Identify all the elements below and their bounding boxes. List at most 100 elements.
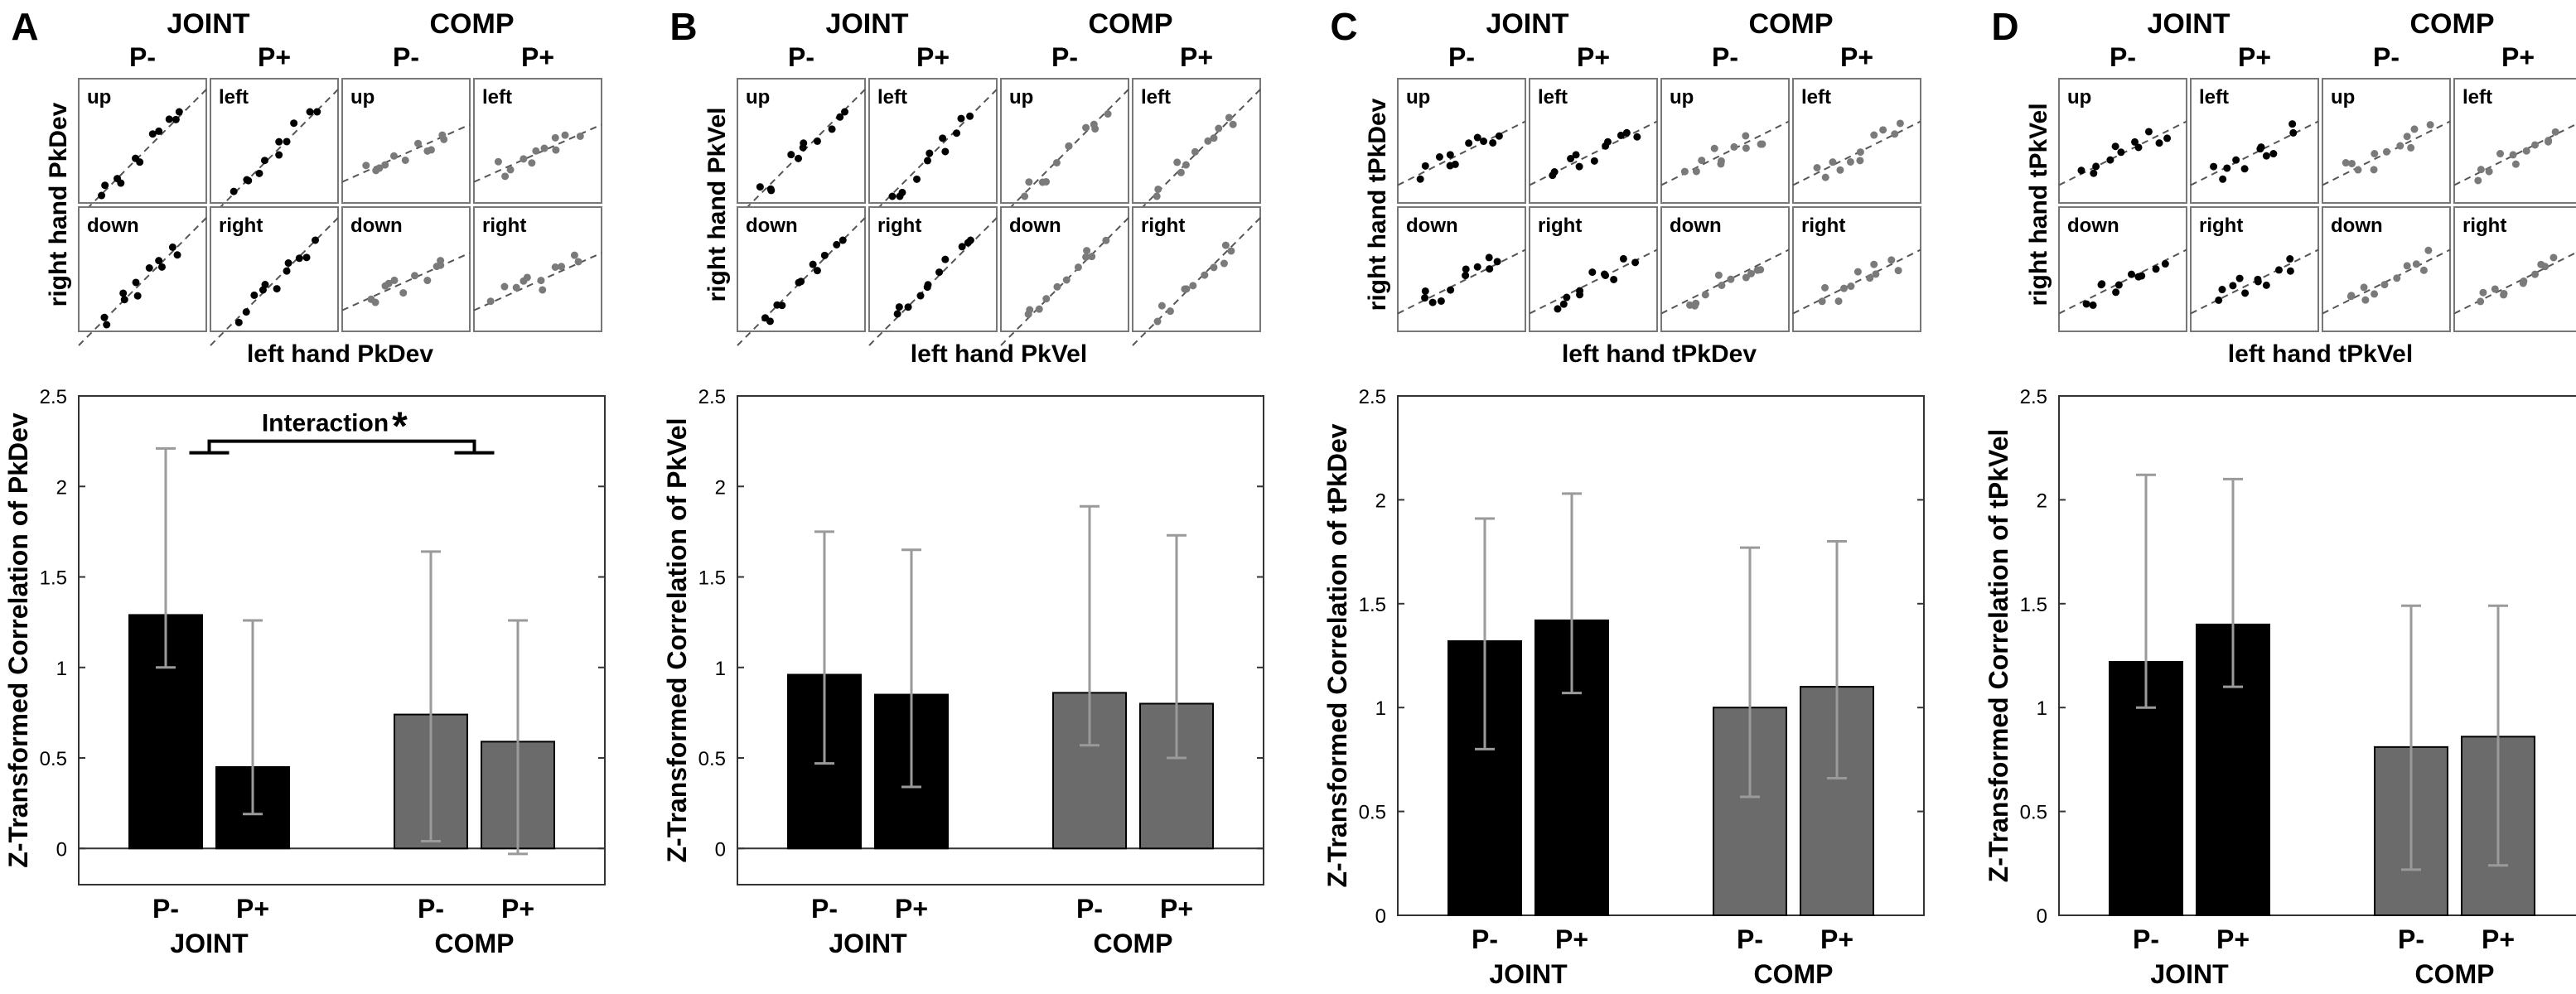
scatter-direction-label: right <box>1538 215 1582 237</box>
y-tick-label: 2 <box>1375 490 1386 512</box>
scatter-dot <box>551 263 559 272</box>
scatter-dot <box>1052 158 1061 166</box>
interaction-label: Interaction <box>262 410 389 437</box>
scatter-dot <box>1462 272 1470 280</box>
y-tick-label: 0.5 <box>698 748 726 770</box>
scatter-dot <box>2092 162 2100 171</box>
scatter-group-header-joint: JOINT <box>2147 8 2230 40</box>
scatter-tile-border <box>78 206 207 332</box>
scatter-dot <box>1813 164 1821 172</box>
scatter-fit-line <box>1792 120 1921 186</box>
scatter-dot <box>1021 192 1029 200</box>
scatter-sub-header: P- <box>393 42 419 72</box>
scatter-dot <box>1446 151 1454 159</box>
scatter-dot <box>551 133 559 142</box>
scatter-dot <box>2496 150 2505 158</box>
scatter-dot <box>923 157 931 165</box>
y-tick-label: 2.5 <box>40 386 67 408</box>
scatter-dot <box>841 108 849 116</box>
scatter-dot <box>1025 178 1033 186</box>
scatter-dot <box>809 260 817 268</box>
scatter-group-header-comp: COMP <box>1089 8 1173 40</box>
scatter-tile-border <box>1132 78 1261 204</box>
scatter-dot <box>1220 259 1228 268</box>
scatter-dot <box>295 254 303 263</box>
scatter-tile: left <box>473 78 602 204</box>
scatter-direction-label: down <box>1406 215 1458 237</box>
scatter-dot <box>2163 134 2172 142</box>
scatter-dot <box>411 272 419 280</box>
scatter-dot <box>1554 305 1562 313</box>
scatter-sub-header: P+ <box>2501 42 2535 72</box>
scatter-direction-label: down <box>1670 215 1722 237</box>
scatter-direction-label: right <box>2462 215 2506 237</box>
scatter-dot <box>1717 160 1725 168</box>
x-category-label: P- <box>1076 894 1103 924</box>
scatter-dot <box>1024 310 1032 318</box>
scatter-dot <box>384 279 393 287</box>
scatter-group-header-comp: COMP <box>2410 8 2495 40</box>
scatter-direction-label: left <box>2462 86 2492 109</box>
y-tick-label: 2.5 <box>2020 386 2047 408</box>
y-tick-label: 1 <box>56 658 67 680</box>
scatter-dot <box>2112 288 2120 297</box>
scatter-tile: down <box>2322 206 2451 332</box>
scatter-dot <box>532 147 540 155</box>
x-category-label: P+ <box>236 894 269 924</box>
scatter-dot <box>145 263 153 272</box>
scatter-dot <box>893 310 901 318</box>
scatter-dot <box>898 188 906 196</box>
y-tick-label: 1.5 <box>2020 594 2047 616</box>
scatter-dot <box>1091 125 1100 133</box>
scatter-tile: right <box>868 206 998 346</box>
scatter-dot <box>2354 166 2362 174</box>
scatter-dot <box>132 278 140 287</box>
scatter-dot <box>375 164 384 172</box>
scatter-dot <box>539 286 547 294</box>
scatter-dot <box>1153 192 1161 200</box>
scatter-dot <box>390 276 399 284</box>
y-tick-label: 1 <box>1375 697 1386 720</box>
scatter-dot <box>1690 302 1699 310</box>
scatter-dot <box>1872 270 1880 278</box>
scatter-dot <box>1847 282 1855 291</box>
scatter-dot <box>966 112 974 120</box>
scatter-dot <box>98 191 106 200</box>
scatter-dot <box>1742 273 1750 282</box>
scatter-dot <box>1462 265 1470 273</box>
scatter-fit-line <box>1792 248 1921 315</box>
scatter-dot <box>1065 142 1073 150</box>
scatter-dot <box>2215 296 2223 304</box>
scatter-dot <box>2403 133 2411 141</box>
scatter-tile-border <box>1660 206 1790 332</box>
scatter-direction-label: down <box>2067 215 2119 237</box>
scatter-dot <box>2257 143 2265 152</box>
scatter-dot <box>1588 268 1597 277</box>
scatter-group-header-joint: JOINT <box>1486 8 1568 40</box>
scatter-dot <box>2511 160 2520 168</box>
x-group-label-comp: COMP <box>1754 959 1834 989</box>
scatter-dot <box>2509 151 2517 159</box>
scatter-sub-header: P+ <box>1577 42 1610 72</box>
scatter-dot <box>1489 138 1497 147</box>
scatter-dot <box>958 243 966 251</box>
scatter-dot <box>306 108 314 116</box>
scatter-direction-label: left <box>482 86 512 109</box>
significance-star: * <box>392 405 408 449</box>
scatter-dot <box>1575 162 1583 171</box>
scatter-dot <box>1201 271 1209 279</box>
scatter-dot <box>1692 167 1700 176</box>
scatter-dot <box>2531 270 2540 278</box>
scatter-tile: left <box>1132 78 1261 218</box>
scatter-sub-header: P+ <box>916 42 950 72</box>
scatter-dot <box>155 257 163 265</box>
scatter-dot <box>537 277 545 285</box>
scatter-tile-border <box>1792 78 1921 204</box>
scatter-sub-header: P+ <box>521 42 554 72</box>
scatter-dot <box>1473 263 1481 271</box>
scatter-dot <box>2361 296 2370 304</box>
scatter-dot <box>1622 128 1631 137</box>
scatter-dot <box>2403 262 2411 270</box>
scatter-sub-header: P- <box>129 42 156 72</box>
scatter-dot <box>173 251 181 259</box>
